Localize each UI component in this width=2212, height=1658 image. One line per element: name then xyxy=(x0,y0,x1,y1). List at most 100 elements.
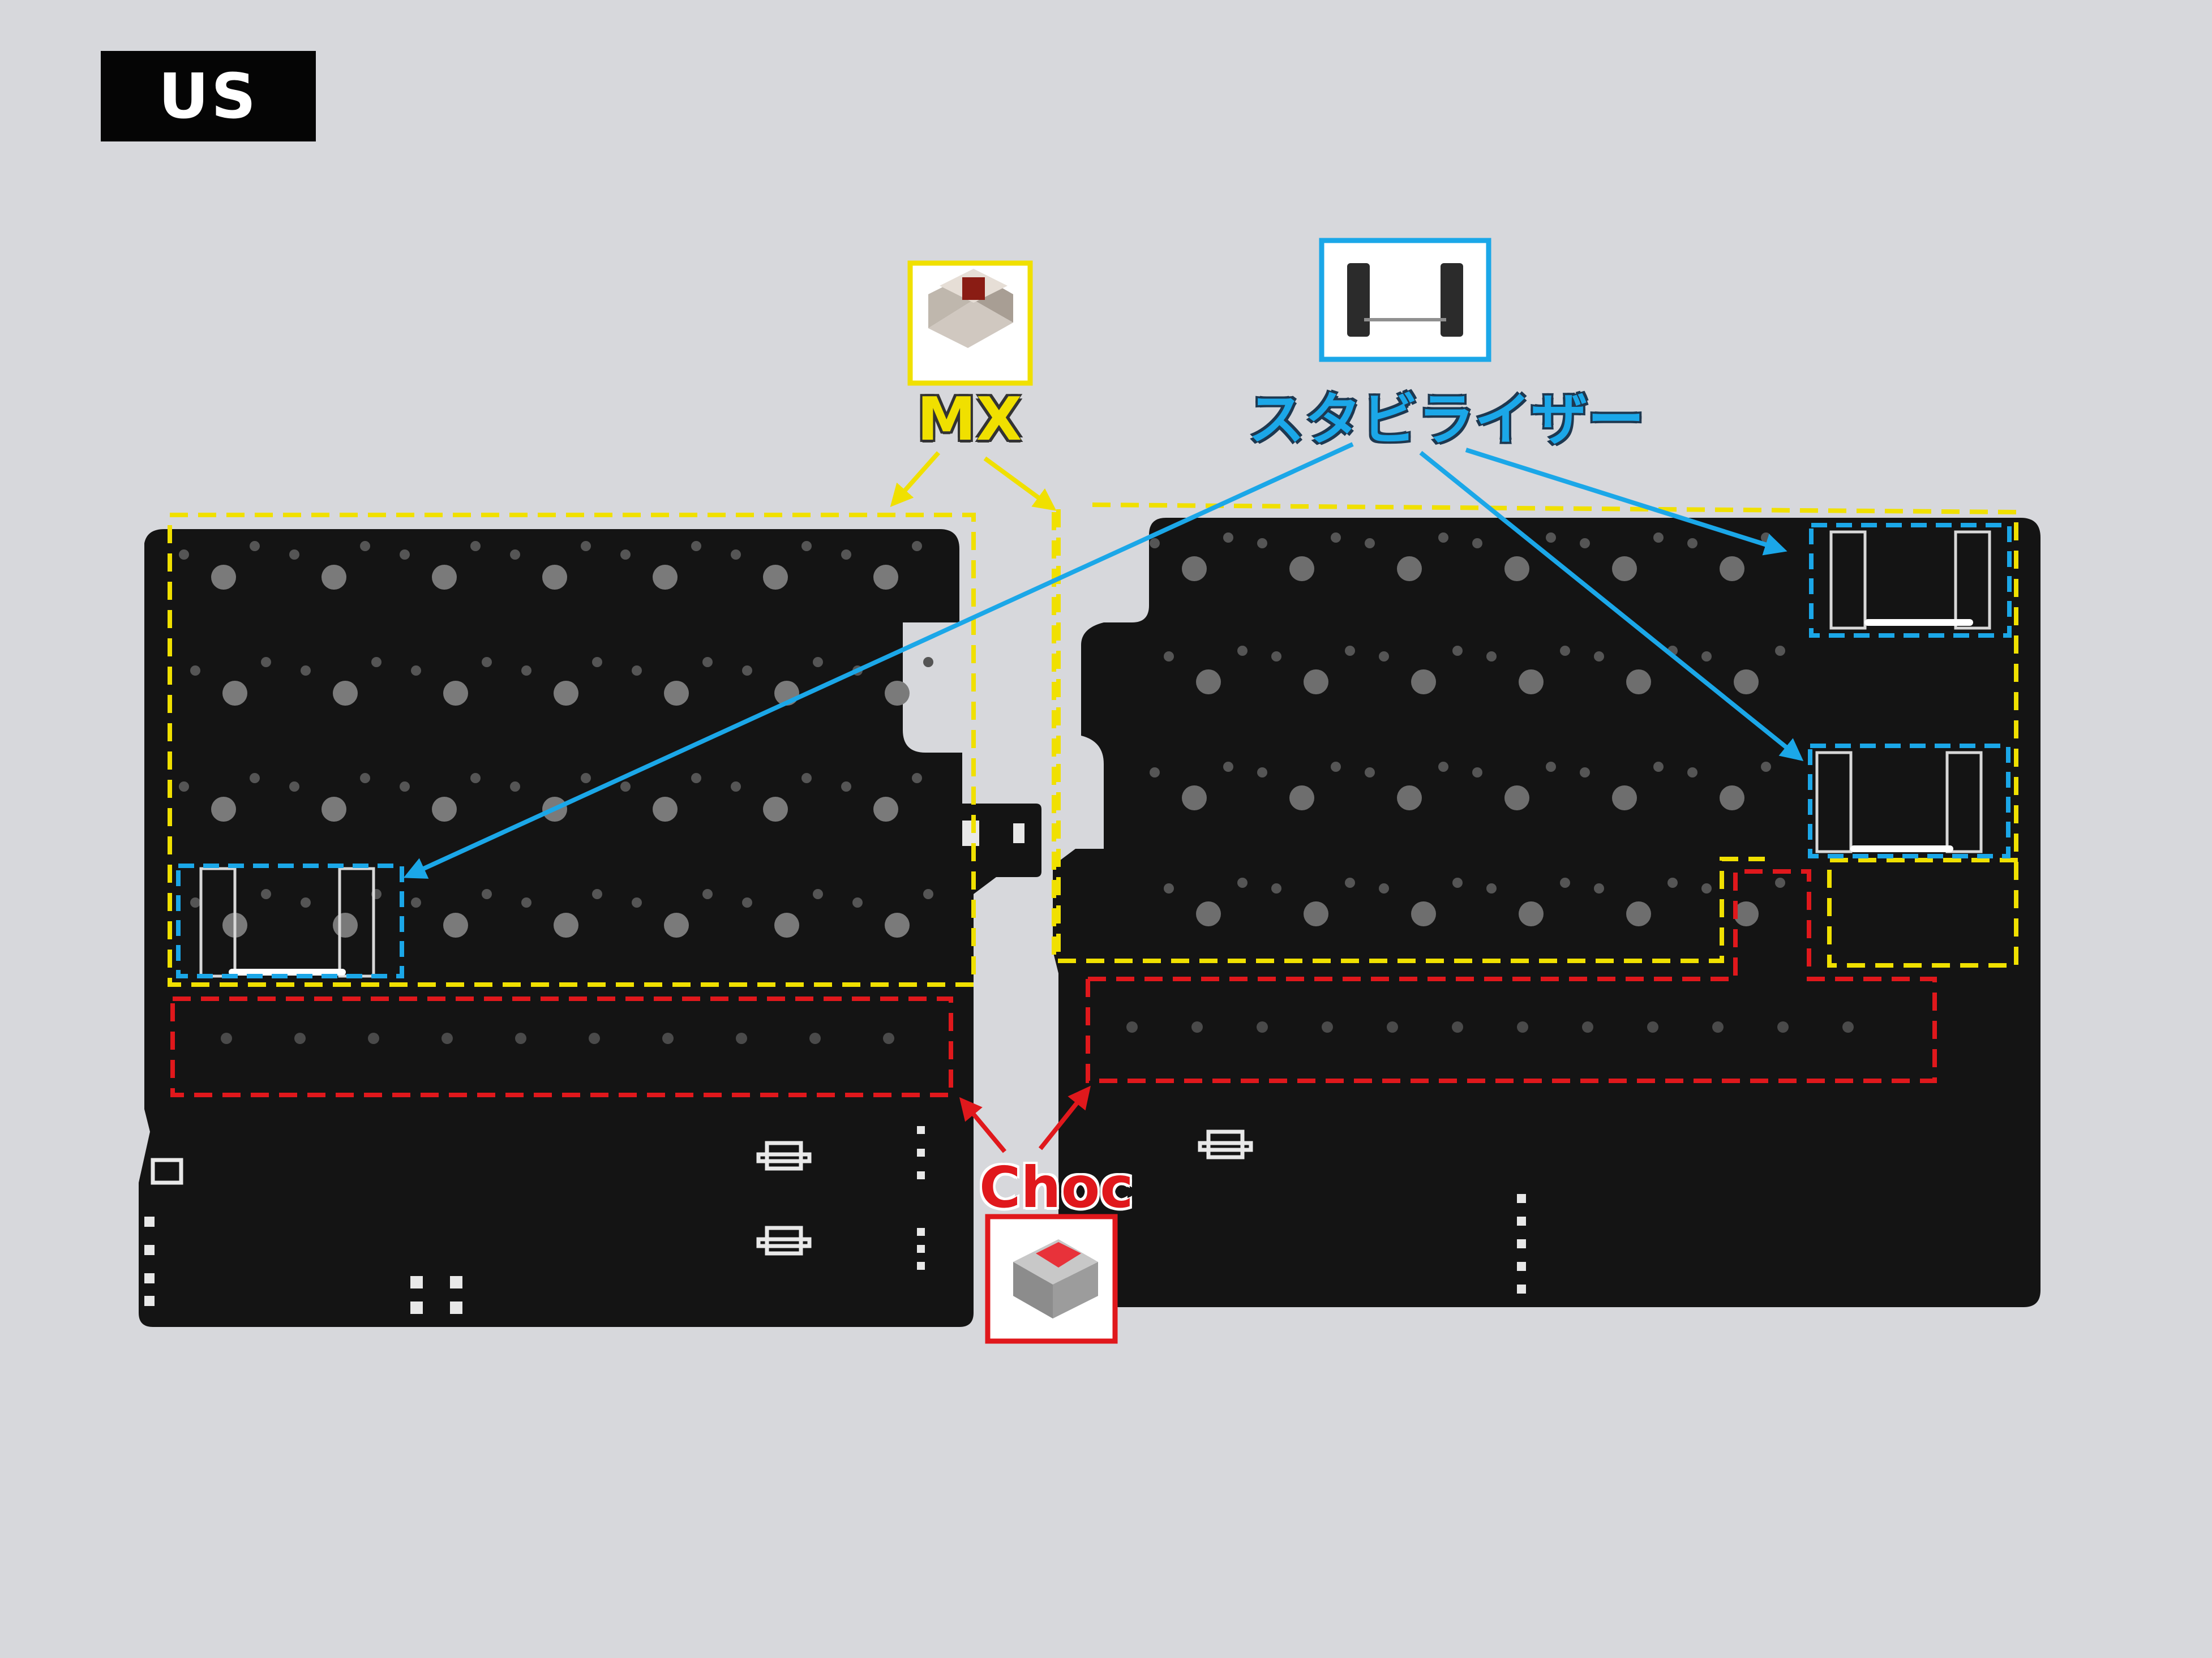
pcb-hole xyxy=(1438,762,1448,772)
pcb-hole xyxy=(801,773,812,783)
pcb-hole xyxy=(1150,538,1160,548)
pcb-hole xyxy=(1560,646,1570,656)
pcb-hole xyxy=(289,549,299,560)
stabilizer-arrows xyxy=(403,442,1804,879)
pcb-hole xyxy=(1365,767,1375,778)
pin-holes xyxy=(179,532,1854,1044)
pcb-hole xyxy=(912,773,922,783)
pcb-hole xyxy=(923,889,933,899)
pcb-hole xyxy=(632,897,642,908)
pcb-hole xyxy=(1612,556,1637,581)
pcb-hole xyxy=(1775,878,1785,888)
pcb-hole xyxy=(1452,646,1463,656)
pcb-hole xyxy=(1580,538,1590,548)
pcb-hole xyxy=(301,897,311,908)
pcb-hole xyxy=(1257,767,1267,778)
pcb-hole xyxy=(371,657,381,667)
mx-zones xyxy=(168,502,2027,987)
pcb-hole xyxy=(1701,651,1712,662)
right-pcb-board xyxy=(1053,518,2040,1307)
pcb-hole xyxy=(211,565,236,590)
pcb-hole xyxy=(515,1033,526,1044)
pcb-hole xyxy=(1452,1021,1463,1033)
pcb-hole xyxy=(1397,556,1422,581)
pcb-hole xyxy=(510,781,520,792)
pcb-hole xyxy=(702,889,713,899)
pcb-hole xyxy=(1379,883,1389,894)
choc-switch-photo-icon xyxy=(985,1214,1118,1344)
pcb-hole xyxy=(592,657,602,667)
pcb-hole xyxy=(1842,1021,1854,1033)
pcb-hole xyxy=(1164,883,1174,894)
pcb-hole xyxy=(333,913,358,938)
pcb-hole xyxy=(411,897,421,908)
pcb-hole xyxy=(1345,878,1355,888)
pcb-hole xyxy=(736,1033,747,1044)
pcb-hole xyxy=(360,773,370,783)
pcb-hole xyxy=(261,889,271,899)
pcb-hole xyxy=(731,781,741,792)
mx-arrows xyxy=(890,451,1057,511)
pcb-hole xyxy=(1452,878,1463,888)
pcb-hole xyxy=(1720,556,1744,581)
pcb-hole xyxy=(632,665,642,676)
pcb-hole xyxy=(1345,646,1355,656)
pcb-hole xyxy=(1777,1021,1789,1033)
pcb-hole xyxy=(432,797,457,822)
pcb-hole xyxy=(1257,1021,1268,1033)
pcb-hole xyxy=(1517,1021,1528,1033)
pcb-hole xyxy=(1331,762,1341,772)
pcb-hole xyxy=(873,797,898,822)
left-pcb-board xyxy=(139,529,1041,1327)
pcb-hole xyxy=(443,913,468,938)
left-silkscreen xyxy=(151,1141,812,1256)
pcb-hole xyxy=(763,565,788,590)
pcb-hole xyxy=(521,665,531,676)
pcb-hole xyxy=(1271,883,1281,894)
pcb-hole xyxy=(1472,538,1482,548)
pcb-hole xyxy=(321,565,346,590)
pcb-hole xyxy=(1546,762,1556,772)
pcb-hole xyxy=(360,541,370,551)
pcb-hole xyxy=(1182,785,1207,810)
pcb-hole xyxy=(691,773,701,783)
pcb-hole xyxy=(885,913,910,938)
pcb-hole xyxy=(1150,767,1160,778)
pcb-hole xyxy=(662,1033,674,1044)
pcb-hole xyxy=(1397,785,1422,810)
pcb-hole xyxy=(691,541,701,551)
pcb-hole xyxy=(813,657,823,667)
pcb-hole xyxy=(1438,532,1448,543)
pcb-hole xyxy=(1411,901,1436,926)
pcb-hole xyxy=(1237,878,1248,888)
pcb-hole xyxy=(1164,651,1174,662)
left-pads xyxy=(144,821,1024,1314)
pcb-hole xyxy=(1653,762,1664,772)
pcb-hole xyxy=(731,549,741,560)
pcb-hole xyxy=(1379,651,1389,662)
pcb-hole xyxy=(470,541,481,551)
pcb-hole xyxy=(1519,901,1544,926)
pcb-hole xyxy=(470,773,481,783)
pcb-hole xyxy=(1612,785,1637,810)
pcb-hole xyxy=(321,797,346,822)
pcb-hole xyxy=(1546,532,1556,543)
pcb-hole xyxy=(742,665,752,676)
pcb-hole xyxy=(250,541,260,551)
pcb-hole xyxy=(1761,762,1771,772)
pcb-hole xyxy=(368,1033,379,1044)
pcb-hole xyxy=(1387,1021,1398,1033)
pcb-hole xyxy=(912,541,922,551)
right-silkscreen xyxy=(1198,1129,1253,1159)
pcb-hole xyxy=(190,897,200,908)
pcb-hole xyxy=(1626,901,1651,926)
pcb-hole xyxy=(841,549,851,560)
pcb-hole xyxy=(211,797,236,822)
pcb-hole xyxy=(289,781,299,792)
pcb-hole xyxy=(1701,883,1712,894)
pcb-hole xyxy=(1191,1021,1203,1033)
pcb-hole xyxy=(592,889,602,899)
pcb-hole xyxy=(1237,646,1248,656)
mx-switch-photo-icon xyxy=(907,260,1033,386)
pcb-hole xyxy=(1289,785,1314,810)
